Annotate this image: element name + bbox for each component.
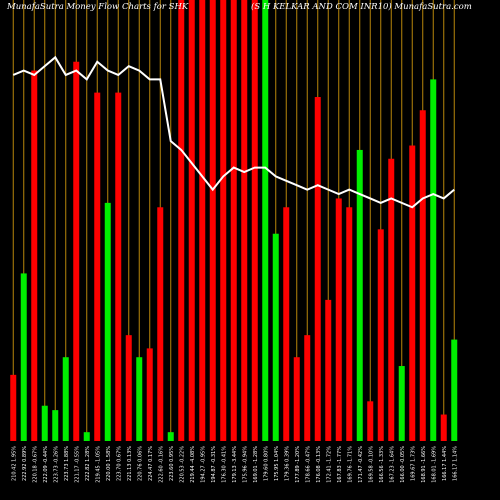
x-tick-label: 194.87 -0.31% (211, 446, 217, 483)
x-tick-label: 220.53 -0.22% (179, 446, 185, 483)
chart-subtitle: (S H KELKAR AND COM INR10) MunafaSutra.c… (251, 1, 472, 12)
x-tick-label: 223.60 0.95% (169, 446, 175, 481)
x-tick-label: 169.76 -1.71% (347, 446, 353, 483)
bar (136, 357, 143, 441)
x-tick-label: 210.42 1.95% (11, 446, 17, 481)
x-tick-label: 166.00 -0.05% (400, 446, 406, 483)
bar (356, 149, 363, 441)
bar (283, 207, 290, 441)
x-tick-label: 222.60 -0.16% (158, 446, 164, 483)
bar (73, 61, 80, 442)
bar (115, 92, 122, 442)
bar (104, 202, 111, 441)
bar (94, 92, 101, 442)
bar (409, 145, 416, 441)
x-tick-label: 219.44 -4.08% (190, 446, 196, 483)
x-tick-label: 169.67 1.73% (410, 446, 416, 481)
bar (293, 357, 300, 441)
bar (335, 198, 342, 441)
bar (146, 348, 153, 441)
x-tick-label: 168.01 -1.69% (431, 446, 437, 483)
x-tick-label: 166.17 1.44% (442, 446, 448, 481)
x-tick-labels: 210.42 1.95% 222.92 0.89% 220.18 -0.67% 222… (11, 446, 458, 483)
x-tick-label: 219.45 -1.05% (95, 446, 101, 483)
bar (440, 414, 447, 441)
bar (20, 273, 27, 441)
bar (209, 0, 216, 441)
x-tick-label: 177.89 -1.20% (295, 446, 301, 483)
x-tick-label: 223.70 0.67% (116, 446, 122, 481)
x-tick-label: 166.56 -1.33% (379, 446, 385, 483)
bar (188, 0, 195, 441)
bar (230, 0, 237, 441)
x-tick-label: 223.73 1.88% (64, 446, 70, 481)
x-tick-label: 178.66 -0.47% (305, 446, 311, 483)
x-tick-label: 172.41 -1.72% (326, 446, 332, 483)
x-tick-label: 169.01 -1.28% (253, 446, 259, 483)
x-tick-label: 220.18 -0.67% (32, 446, 38, 483)
x-tick-label: 194.27 -0.95% (200, 446, 206, 483)
bar (325, 299, 332, 441)
bar (62, 357, 69, 441)
chart-title: MunafaSutra Money Flow Charts for SHK (6, 2, 189, 12)
x-tick-label: 175.96 -0.94% (242, 446, 248, 483)
x-tick-label: 179.36 0.39% (284, 446, 290, 481)
bar (367, 401, 374, 441)
bar (262, 0, 269, 441)
bar (377, 229, 384, 441)
x-tick-label: 220.00 1.58% (106, 446, 112, 481)
x-tick-label: 223.73 -0.26% (53, 446, 59, 483)
x-tick-label: 221.17 -0.55% (74, 446, 80, 483)
bar (430, 79, 437, 441)
bar (52, 410, 59, 441)
x-tick-label: 166.17 1.14% (452, 446, 458, 481)
x-tick-label: 221.13 0.13% (127, 446, 133, 481)
x-tick-label: 179.60 0.80% (263, 446, 269, 481)
x-tick-label: 171.47 -0.42% (358, 446, 364, 483)
x-tick-label: 224.47 0.17% (148, 446, 154, 481)
x-tick-label: 176.30 -0.41% (221, 446, 227, 483)
x-tick-label: 169.58 -0.10% (368, 446, 374, 483)
bar (451, 339, 458, 441)
bar (31, 70, 38, 441)
bar (41, 405, 48, 441)
bar (157, 207, 164, 441)
bar (304, 335, 311, 441)
x-tick-label: 222.92 0.89% (22, 446, 28, 481)
bar (272, 233, 279, 441)
x-tick-label: 167.83 -1.77% (337, 446, 343, 483)
x-tick-label: 179.13 -3.44% (232, 446, 238, 483)
bar (83, 432, 90, 441)
bar (346, 207, 353, 441)
bar (251, 0, 258, 441)
bar (388, 158, 395, 441)
bar (314, 97, 321, 442)
x-tick-label: 222.82 1.28% (85, 446, 91, 481)
bar (220, 0, 227, 441)
x-tick-label: 220.76 0.06% (137, 446, 143, 481)
bar (125, 335, 132, 441)
bar (167, 432, 174, 441)
bar (199, 0, 206, 441)
bar (419, 110, 426, 441)
x-tick-label: 222.09 -0.44% (43, 446, 49, 483)
series-line (12, 55, 455, 209)
bar (10, 374, 17, 441)
bar (398, 366, 405, 441)
x-tick-label: 175.95 1.04% (274, 446, 280, 481)
bar (241, 0, 248, 441)
x-tick-label: 168.91 -1.66% (421, 446, 427, 483)
x-tick-label: 176.08 -0.13% (316, 446, 322, 483)
bars (10, 0, 458, 442)
x-tick-label: 167.23 -1.64% (389, 446, 395, 483)
bar (178, 0, 185, 441)
